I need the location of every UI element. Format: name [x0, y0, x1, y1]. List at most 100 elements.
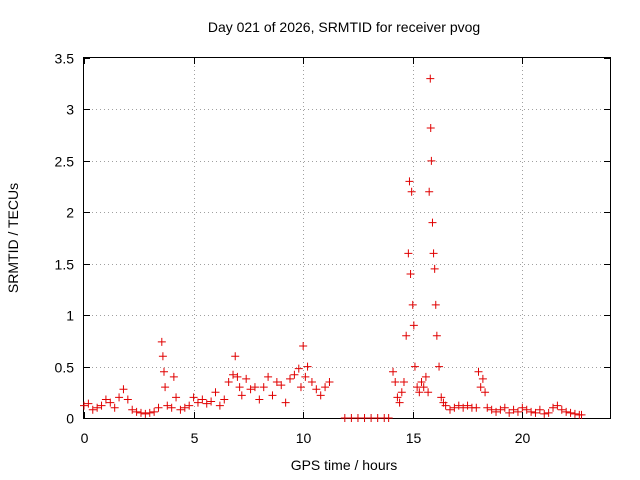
- data-point: [406, 270, 415, 278]
- data-point: [158, 352, 167, 361]
- data-point: [161, 383, 170, 392]
- data-point: [277, 381, 286, 390]
- data-point: [476, 383, 485, 392]
- y-axis-label: SRMTID / TECUs: [5, 183, 21, 293]
- data-point: [472, 403, 481, 412]
- data-point: [404, 249, 413, 258]
- data-point: [132, 407, 141, 416]
- data-point: [172, 393, 181, 402]
- data-point: [176, 405, 185, 414]
- data-point: [93, 403, 102, 412]
- data-point: [180, 403, 189, 412]
- data-point: [268, 391, 277, 400]
- data-point: [500, 403, 509, 412]
- data-point: [389, 367, 398, 376]
- y-tick-label: 1.5: [55, 257, 75, 273]
- data-point: [419, 383, 428, 392]
- data-point: [432, 331, 441, 340]
- data-point: [437, 393, 446, 402]
- data-point: [101, 395, 110, 404]
- data-point: [441, 401, 450, 410]
- data-point: [321, 383, 330, 392]
- y-tick-label: 1: [66, 308, 74, 324]
- data-point: [407, 187, 416, 196]
- data-point: [427, 156, 436, 165]
- data-point: [88, 405, 97, 414]
- data-point: [505, 408, 514, 417]
- data-point: [259, 383, 268, 392]
- data-point: [481, 388, 490, 397]
- data-point: [531, 408, 540, 417]
- data-point: [97, 401, 106, 410]
- data-point: [242, 374, 251, 383]
- data-point: [415, 388, 424, 397]
- data-point: [235, 383, 244, 392]
- data-point: [115, 393, 124, 402]
- data-point: [408, 300, 417, 309]
- data-point: [169, 372, 178, 381]
- data-point: [397, 388, 406, 397]
- x-tick-label: 10: [296, 430, 312, 446]
- data-point: [549, 403, 558, 412]
- data-point: [557, 405, 566, 414]
- x-tick-label: 20: [515, 430, 531, 446]
- x-tick-label: 15: [406, 430, 422, 446]
- data-point: [207, 397, 216, 406]
- data-point: [535, 405, 544, 414]
- data-point: [281, 398, 290, 407]
- data-point: [513, 407, 522, 416]
- data-point: [296, 383, 305, 392]
- data-point: [150, 407, 159, 416]
- data-point: [198, 395, 207, 404]
- data-point: [123, 395, 132, 404]
- data-point: [562, 407, 571, 416]
- data-point: [106, 398, 115, 407]
- data-point: [128, 405, 137, 414]
- y-tick-label: 2: [66, 205, 74, 221]
- data-point: [399, 378, 408, 386]
- data-point: [522, 405, 531, 414]
- data-point: [231, 352, 240, 361]
- data-point: [417, 378, 426, 386]
- data-point: [553, 401, 562, 410]
- data-point: [509, 405, 518, 414]
- data-point: [426, 123, 435, 132]
- data-point: [237, 391, 246, 400]
- data-point: [450, 403, 459, 412]
- data-point: [294, 364, 303, 373]
- data-point: [577, 410, 586, 419]
- grid-layer: [84, 58, 610, 418]
- points-layer: [80, 74, 586, 422]
- y-tick-label: 0: [66, 411, 74, 427]
- data-point: [154, 403, 163, 412]
- data-point: [405, 177, 414, 186]
- y-tick-label: 3.5: [55, 51, 75, 67]
- data-point: [540, 409, 549, 418]
- data-point: [110, 403, 119, 412]
- data-point: [393, 393, 402, 402]
- data-point: [518, 403, 527, 412]
- data-point: [229, 370, 238, 379]
- data-point: [428, 218, 437, 227]
- data-point: [527, 407, 536, 416]
- data-point: [286, 374, 295, 383]
- data-point: [255, 395, 264, 404]
- data-point: [429, 249, 438, 258]
- data-point: [159, 367, 168, 376]
- data-point: [496, 405, 505, 414]
- data-point: [246, 385, 255, 394]
- data-point: [189, 393, 198, 402]
- y-tick-label: 3: [66, 102, 74, 118]
- data-point: [487, 405, 496, 414]
- data-point: [264, 372, 273, 381]
- y-tick-label: 2.5: [55, 154, 75, 170]
- data-point: [409, 321, 418, 330]
- data-point: [220, 395, 229, 404]
- data-point: [119, 385, 128, 394]
- data-point: [391, 378, 400, 386]
- data-point: [224, 378, 233, 386]
- data-point: [157, 337, 166, 346]
- data-point: [395, 398, 404, 407]
- data-point: [492, 407, 501, 416]
- data-point: [185, 401, 194, 410]
